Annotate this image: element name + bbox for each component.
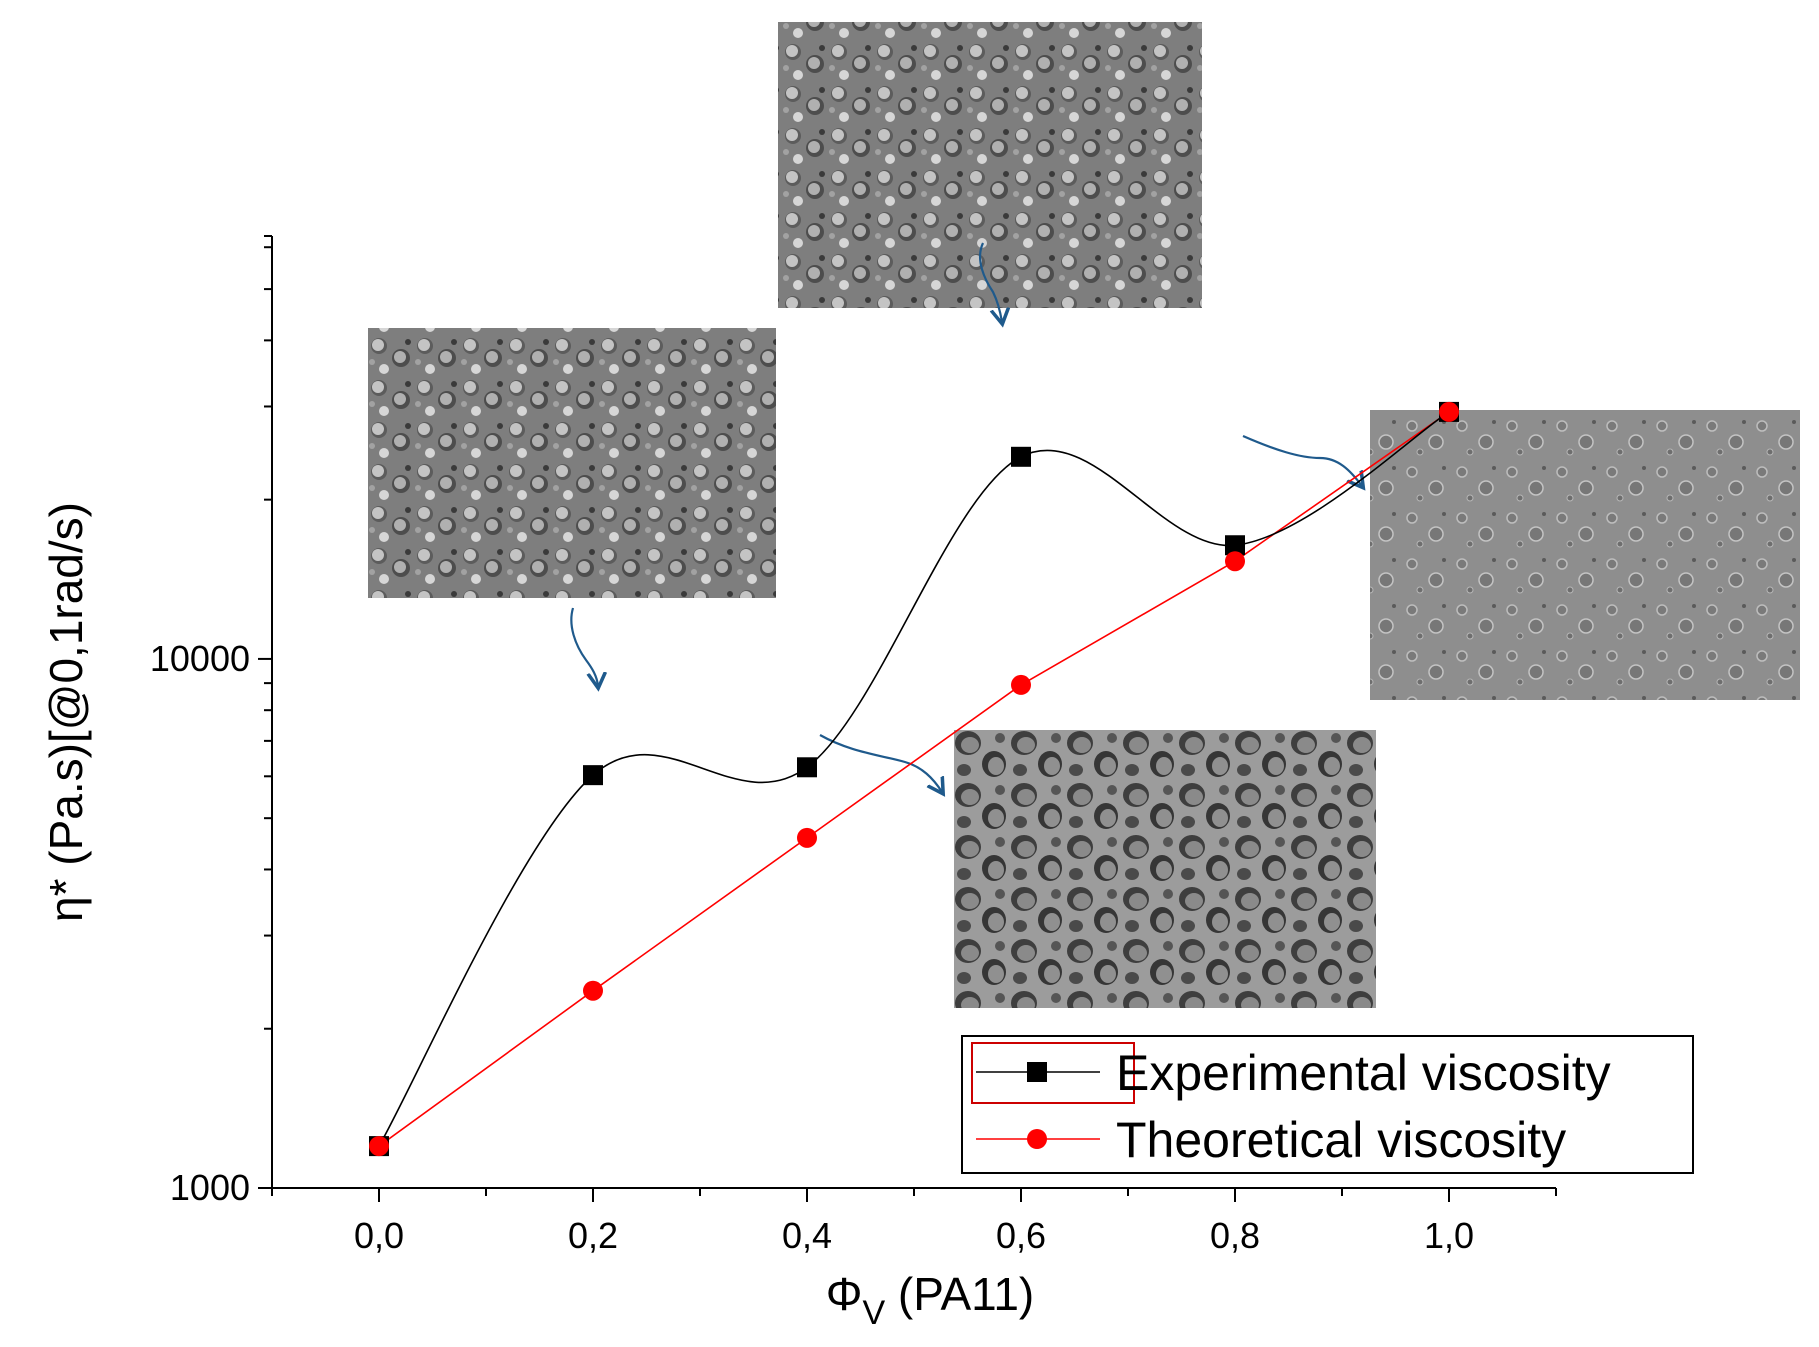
x-tick-label: 1,0 [1424, 1215, 1474, 1256]
legend-highlight [971, 1042, 1135, 1104]
data-point-theoretical [369, 1136, 389, 1157]
data-point-experimental [797, 757, 817, 778]
legend-label-experimental: Experimental viscosity [1116, 1045, 1611, 1101]
annotation-arrow-0-8 [1242, 434, 1362, 486]
data-point-experimental [1225, 535, 1245, 556]
data-point-theoretical [1225, 551, 1245, 572]
sem-image-phi-0-4 [954, 730, 1376, 1008]
x-axis-symbol: Φ [826, 1268, 863, 1320]
x-tick-label: 0,0 [354, 1215, 404, 1256]
annotation-arrow-0-6 [978, 242, 1002, 322]
data-point-experimental [1011, 446, 1031, 467]
x-tick-label: 0,4 [782, 1215, 832, 1256]
x-axis-subscript: V [862, 1294, 885, 1332]
x-axis-unit: (PA11) [885, 1268, 1034, 1320]
annotation-arrow-0-2 [570, 607, 598, 686]
legend-box [961, 1035, 1694, 1174]
sem-image-phi-0-6 [778, 22, 1202, 308]
x-tick-label: 0,8 [1210, 1215, 1260, 1256]
data-point-theoretical [1011, 674, 1031, 695]
x-axis-title: ΦV (PA11) [826, 1268, 1035, 1332]
data-point-theoretical [583, 980, 603, 1001]
y-axis-title: η* (Pa.s)[@0,1rad/s) [40, 502, 92, 922]
legend-label-theoretical: Theoretical viscosity [1116, 1112, 1566, 1168]
legend-marker-theoretical [1027, 1129, 1047, 1149]
legend: Experimental viscosity Theoretical visco… [961, 1035, 1694, 1174]
sem-image-phi-0-2 [368, 328, 776, 598]
sem-image-phi-0-8 [1370, 410, 1800, 700]
y-tick-label: 10000 [150, 638, 250, 679]
data-point-experimental [583, 765, 603, 786]
x-tick-label: 0,2 [568, 1215, 618, 1256]
series-line-theoretical [378, 411, 1450, 1147]
data-point-theoretical [1439, 401, 1459, 422]
annotation-arrow-0-4 [819, 734, 942, 792]
legend-marker-experimental [1027, 1062, 1047, 1082]
x-tick-label: 0,6 [996, 1215, 1046, 1256]
data-point-theoretical [797, 827, 817, 848]
y-tick-label: 1000 [170, 1167, 250, 1208]
